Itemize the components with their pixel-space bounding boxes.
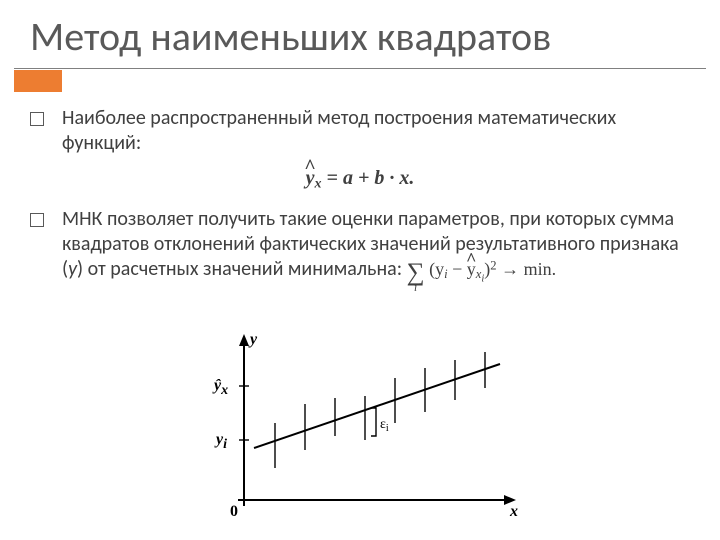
bullet-1-text: Наиболее распространенный метод построен… (62, 106, 690, 156)
eps-bracket-icon (371, 408, 376, 436)
bullet-1: Наиболее распространенный метод построен… (30, 106, 690, 156)
y-arrow-icon (239, 334, 249, 346)
bullet-box-icon (30, 213, 44, 227)
formula-regression: yx = a + b · x. (30, 166, 690, 193)
regression-graph: y x 0 ŷx yi εi (200, 328, 530, 523)
formula-rhs: = a + b · x. (322, 167, 415, 189)
ytick-yi-label: yi (214, 431, 227, 452)
regression-line (254, 364, 500, 448)
formula-min: ∑i (yi − yxi)2 → min. (407, 259, 556, 279)
sigma-icon: ∑i (407, 257, 425, 289)
graph-svg: y x 0 ŷx yi εi (200, 328, 530, 523)
sum-mid: − (448, 259, 467, 279)
bullet-2-text: МНК позволяет получить такие оценки пара… (62, 207, 690, 289)
sum-yhat-sub: xi (476, 267, 485, 281)
x-axis-label: x (509, 503, 518, 520)
b2-y: y (68, 257, 77, 281)
ytick-hat-label: ŷx (212, 377, 228, 398)
bullet-2: МНК позволяет получить такие оценки пара… (30, 207, 690, 289)
sum-open: (y (429, 259, 444, 279)
eps-label: εi (380, 417, 389, 434)
bullet-box-icon (30, 112, 44, 126)
sum-tail: → min. (497, 259, 557, 279)
slide: Метод наименьших квадратов Наиболее расп… (0, 0, 720, 540)
accent-bar (14, 70, 62, 92)
b2-part2: ) от расчетных значений минимальна: (77, 257, 402, 281)
y-axis-label: y (248, 331, 258, 348)
y-hat: y (306, 166, 315, 191)
slide-title: Метод наименьших квадратов (30, 12, 551, 61)
residuals (275, 352, 485, 468)
sum-yhat: y (467, 258, 476, 281)
title-underline (14, 68, 706, 69)
origin-label: 0 (230, 503, 238, 520)
body-content: Наиболее распространенный метод построен… (30, 106, 690, 299)
